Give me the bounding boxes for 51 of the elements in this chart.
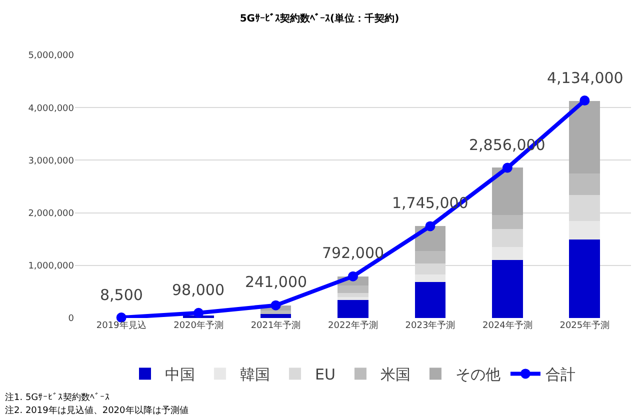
data-label: 98,000	[172, 281, 224, 299]
y-tick-label: 2,000,000	[28, 208, 74, 219]
x-tick-label: 2023年予測	[405, 320, 456, 331]
legend-label: 合計	[545, 366, 576, 384]
bar	[260, 310, 292, 314]
legend-label: その他	[455, 366, 500, 384]
point	[502, 162, 512, 173]
bar	[492, 246, 523, 260]
bar	[414, 251, 446, 264]
bar	[338, 285, 368, 293]
x-tick-label: 2024年予測	[482, 320, 532, 331]
x-tick-label: 2022年予測	[328, 320, 378, 331]
bar	[338, 300, 368, 318]
legend-label: 中国	[165, 366, 195, 384]
point	[270, 300, 281, 310]
bar	[492, 214, 523, 230]
bar	[569, 100, 600, 174]
legend-label: 韓国	[240, 366, 270, 384]
bar	[569, 221, 600, 240]
point	[425, 221, 436, 232]
bar	[492, 168, 523, 215]
legend-label: 米国	[380, 366, 410, 384]
data-label: 4,134,000	[547, 69, 624, 87]
text: 注1. 5Gｻｰﾋﾞｽ契約数ﾍﾞｰｽ	[5, 392, 110, 403]
y-tick-label: 3,000,000	[28, 156, 74, 166]
point	[194, 308, 204, 318]
bar	[492, 260, 523, 318]
text: 注2. 2019年は見込値、2020年以降は予測値	[5, 405, 188, 416]
bar	[492, 229, 523, 247]
point	[580, 96, 590, 106]
y-tick-label: 0	[68, 314, 74, 324]
data-label: 8,500	[100, 286, 143, 304]
x-tick-label: 2021年予測	[250, 320, 301, 331]
bar	[338, 296, 368, 300]
x-tick-label: 2019年見込	[96, 320, 146, 331]
legend-label: EU	[315, 366, 336, 384]
x-tick-label: 2020年予測	[174, 320, 224, 331]
y-tick-label: 4,000,000	[28, 104, 74, 114]
chart-title: 5Gｻｰﾋﾞｽ契約数ﾍﾞｰｽ(単位：千契約)	[240, 12, 400, 25]
bar	[414, 274, 446, 282]
data-label: 241,000	[245, 273, 308, 291]
y-tick-label: 5,000,000	[28, 51, 74, 62]
bar	[569, 173, 600, 195]
bar	[338, 292, 368, 297]
point	[348, 271, 358, 282]
bar	[414, 282, 446, 318]
x-tick-label: 2025年予測	[560, 320, 610, 331]
y-tick-label: 1,000,000	[28, 262, 74, 272]
bar	[260, 314, 292, 318]
data-label: 792,000	[322, 244, 384, 262]
bar	[569, 240, 600, 318]
